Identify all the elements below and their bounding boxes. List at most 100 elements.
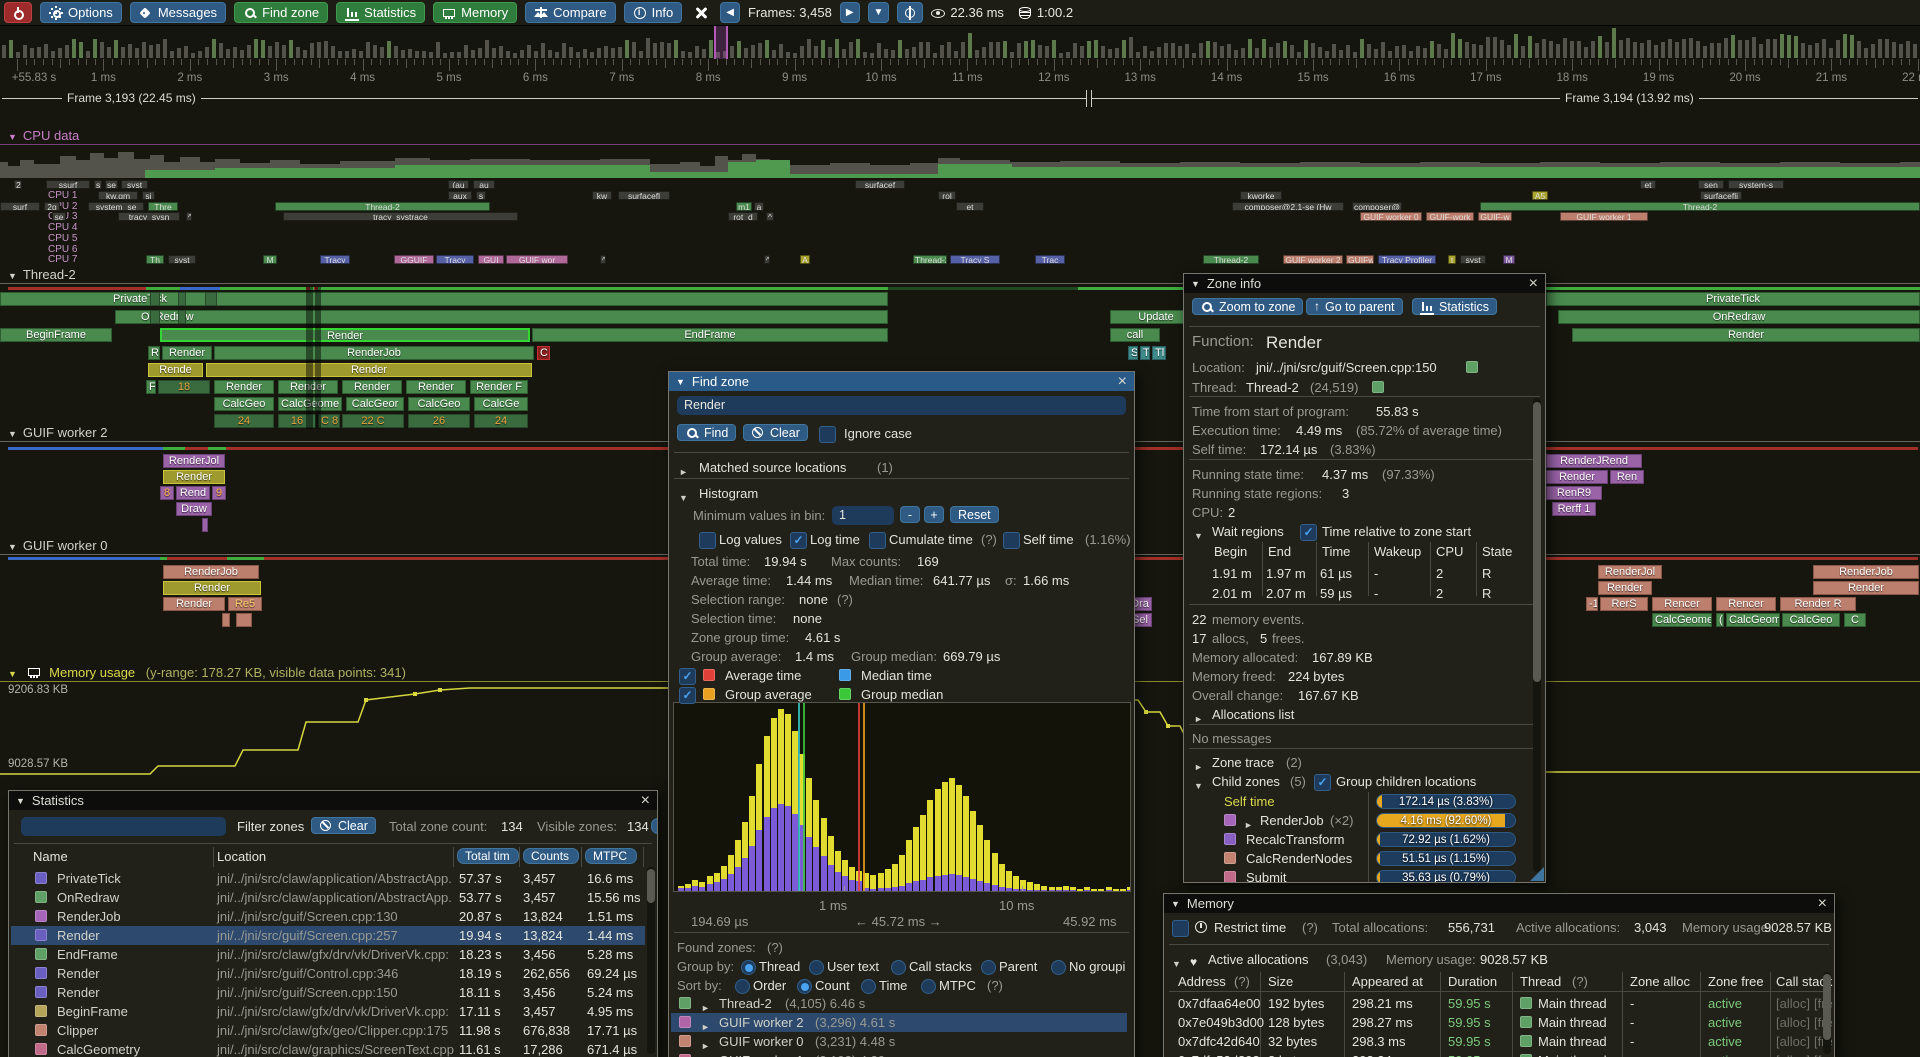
zone-chip[interactable]: C <box>1844 613 1866 627</box>
thread-header-guif-worker-2[interactable]: ▼ GUIF worker 2 <box>8 425 107 440</box>
cpu-zone-chip[interactable]: system_se <box>88 201 144 211</box>
zone-chip[interactable]: Tl <box>1152 346 1166 360</box>
cpu-zone-chip[interactable]: composer@2.1-se (Hw <box>1232 201 1344 211</box>
column-sort-button[interactable]: Total tim <box>457 848 519 864</box>
cpu-zone-chip[interactable]: et <box>1640 180 1656 189</box>
close-icon[interactable]: × <box>1528 274 1538 292</box>
cpu-zone-chip[interactable]: Tracy Profiler <box>1378 255 1436 265</box>
time-ruler[interactable]: 1 ms 2 ms 3 ms 4 ms 5 ms 6 ms 7 ms 8 ms 9 ms 10 m… <box>0 59 1920 88</box>
zone-chip[interactable]: 18 <box>158 380 210 394</box>
memory-titlebar[interactable]: ▼ Memory × <box>1164 894 1834 913</box>
column-sort-button[interactable]: Counts <box>523 848 579 864</box>
expander-icon[interactable]: ► <box>701 1041 710 1051</box>
cpu-zone-chip[interactable]: a <box>754 201 764 211</box>
cpu-zone-chip[interactable]: surfacefl <box>618 190 670 200</box>
zone-chip[interactable]: ( <box>1716 613 1724 627</box>
cpu-zone-chip[interactable]: ^ <box>764 255 770 265</box>
zone-chip[interactable]: Rerff 1 <box>1552 502 1596 516</box>
cpu-zone-chip[interactable]: ssurf <box>46 180 90 189</box>
zone-chip[interactable] <box>150 310 160 324</box>
expander-icon[interactable]: ► <box>701 1003 710 1013</box>
cpu-zone-chip[interactable]: et <box>956 201 984 211</box>
checkbox[interactable]: ✓ <box>1314 774 1331 791</box>
zone-chip[interactable] <box>202 518 208 532</box>
zone-chip[interactable]: C <box>537 346 550 360</box>
zone-chip[interactable]: Render R <box>1780 597 1856 611</box>
cpu-zone-chip[interactable]: tracy_systrace <box>283 212 518 222</box>
zone-chip[interactable]: Render <box>162 346 212 360</box>
cpu-zone-chip[interactable]: 2g <box>44 201 60 211</box>
tools-icon[interactable] <box>694 6 708 20</box>
zone-chip[interactable]: CalcGeo <box>408 397 470 411</box>
cpu-zone-chip[interactable]: tracy_sysn <box>118 212 180 222</box>
find-button[interactable]: Find <box>677 424 737 441</box>
statistics-button[interactable]: Statistics <box>336 2 426 23</box>
cpu-zone-chip[interactable]: GUIF worker 2 <box>1283 255 1343 265</box>
text-input[interactable]: Render <box>677 396 1126 415</box>
cpu-zone-chip[interactable]: surf <box>0 201 40 211</box>
cpu-zone-chip[interactable]: GUIF wor <box>506 255 568 265</box>
find-zone-histogram[interactable] <box>673 702 1131 892</box>
zone-chip[interactable] <box>222 613 230 627</box>
statistics-titlebar[interactable]: ▼ Statistics × <box>9 791 657 810</box>
zone-chip[interactable]: F <box>146 380 156 394</box>
cpu-zone-chip[interactable]: composer@ <box>1352 201 1402 211</box>
radio-button[interactable] <box>1051 960 1066 975</box>
text-input[interactable] <box>21 817 226 836</box>
zone-chip[interactable]: RerS <box>1600 597 1648 611</box>
cpu-zone-chip[interactable]: syst <box>121 180 148 189</box>
zone-chip[interactable]: BeginFrame <box>0 328 112 342</box>
cpu-zone-chip[interactable]: surfacefli <box>1700 190 1742 200</box>
find-zone-titlebar[interactable]: ▼ Find zone × <box>669 372 1134 391</box>
thread-header-thread-2[interactable]: ▼ Thread-2 <box>8 267 76 282</box>
cpu-zone-chip[interactable]: GUI <box>478 255 504 265</box>
scrollbar[interactable] <box>647 867 655 1054</box>
zone-chip[interactable]: Rend <box>176 486 210 500</box>
go-to-parent-button[interactable]: ↑ Go to parent <box>1306 298 1403 315</box>
expander-icon[interactable]: ► <box>679 467 688 477</box>
cpu-zone-chip[interactable]: rot_d <box>728 212 758 222</box>
zone-chip[interactable]: Rencer <box>1652 597 1712 611</box>
cpu-zone-chip[interactable]: sen <box>1698 180 1724 189</box>
chevron-down-icon[interactable]: ▼ <box>1191 278 1200 289</box>
zone-chip[interactable]: CalcGe <box>474 397 528 411</box>
zone-chip[interactable]: Render <box>1572 328 1920 342</box>
cpu-zone-chip[interactable]: system-s <box>1728 180 1784 189</box>
cpu-zone-chip[interactable]: ^ <box>766 212 774 222</box>
zone-chip[interactable]: 16 <box>278 414 316 428</box>
cpu-zone-chip[interactable]: Tracy <box>320 255 350 265</box>
zone-chip[interactable]: PrivateTick <box>0 292 888 306</box>
zone-chip[interactable]: -1 <box>1586 597 1598 611</box>
cpu-zone-chip[interactable]: GUIF-work <box>1426 212 1474 222</box>
zone-chip[interactable] <box>178 292 186 306</box>
info-button[interactable]: Info <box>623 2 683 23</box>
memory-button[interactable]: Memory <box>433 2 518 23</box>
zone-chip[interactable]: RenderJol <box>163 454 225 468</box>
cpu-zone-chip[interactable]: s <box>94 180 102 189</box>
reset-button[interactable]: Reset <box>950 506 999 523</box>
zone-chip[interactable]: Render <box>206 363 532 377</box>
radio-button[interactable] <box>981 960 996 975</box>
cpu-zone-chip[interactable]: surfacef <box>855 180 905 189</box>
zone-chip[interactable]: RenderJob <box>214 346 534 360</box>
radio-button[interactable] <box>891 960 906 975</box>
zone-chip[interactable]: RenderJRend <box>1546 454 1642 468</box>
cpu-zone-chip[interactable]: A5 <box>1532 190 1548 200</box>
statistics-button[interactable]: Statistics <box>1412 298 1498 315</box>
zone-chip[interactable]: Render <box>406 380 466 394</box>
checkbox[interactable]: ✓ <box>679 687 696 704</box>
frame-label[interactable]: Frame 3,193 (22.45 ms) <box>62 91 201 105</box>
zone-chip[interactable]: Render <box>160 328 530 342</box>
radio-button[interactable] <box>921 979 936 994</box>
zone-chip[interactable]: CalcGeo <box>214 397 274 411</box>
zone-chip[interactable]: Render <box>163 470 225 484</box>
cpu-zone-chip[interactable]: Trac <box>1035 255 1065 265</box>
cpu-zone-chip[interactable]: Thread-2 <box>913 255 947 265</box>
zone-chip[interactable] <box>178 310 186 324</box>
zone-chip[interactable]: 22 C <box>342 414 404 428</box>
scrollbar[interactable] <box>1823 972 1831 1054</box>
cpu-zone-chip[interactable]: aux <box>448 190 472 200</box>
resize-handle[interactable] <box>1530 867 1544 881</box>
child-zone-time-bar[interactable]: 4.16 ms (92.60%) <box>1376 813 1516 828</box>
checkbox[interactable] <box>1172 920 1189 937</box>
